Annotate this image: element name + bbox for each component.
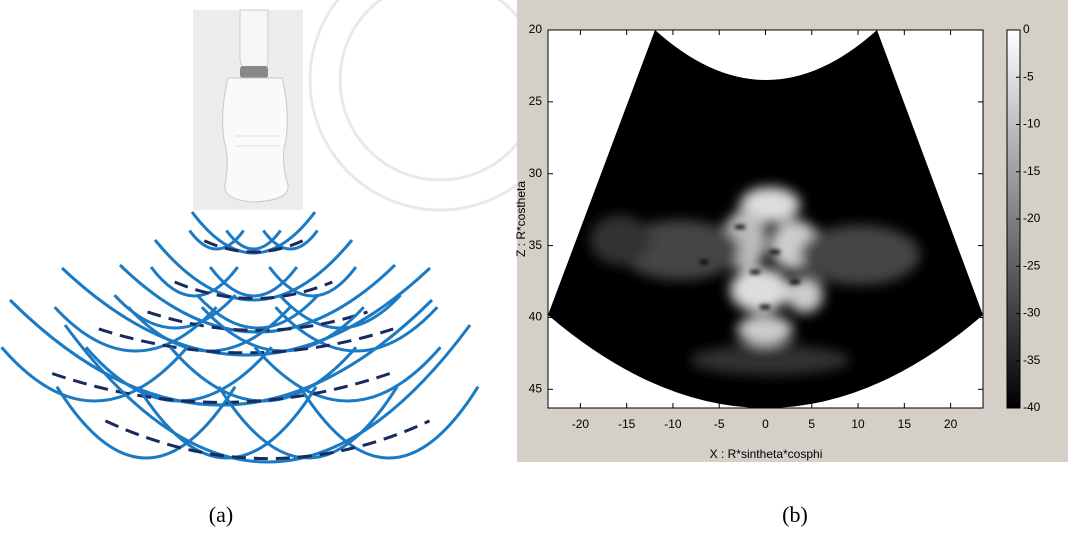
y-tick-label: 40 [529,310,543,324]
figure: X : R*sintheta*cosphi Z : R*costheta (a)… [0,0,1068,551]
wave-arc [269,267,356,296]
y-axis-label: Z : R*costheta [514,181,528,257]
wavefront-diagram [2,212,479,462]
colorbar-tick-label: -25 [1023,258,1041,272]
colorbar-tick-label: -10 [1023,117,1041,131]
colorbar-tick-label: -35 [1023,353,1041,367]
colorbar-tick-label: -15 [1023,164,1041,178]
x-tick-label: 0 [762,417,769,431]
wavefront-line [106,421,430,459]
x-tick-label: -5 [714,417,725,431]
colorbar-tick-label: -20 [1023,211,1041,225]
colorbar-tick-label: -30 [1023,306,1041,320]
y-tick-label: 35 [529,238,543,252]
y-tick-label: 45 [529,381,543,395]
x-tick-label: 10 [851,417,865,431]
caption: (a) [209,502,233,527]
x-tick-label: -15 [618,417,636,431]
x-tick-label: 20 [944,417,958,431]
x-tick-label: -10 [664,417,682,431]
x-tick-label: -20 [572,417,590,431]
x-tick-label: 15 [898,417,912,431]
y-tick-label: 30 [529,166,543,180]
y-tick-label: 20 [529,22,543,36]
x-axis-label: X : R*sintheta*cosphi [710,447,823,461]
colorbar-tick-label: -5 [1023,69,1034,83]
y-tick-label: 25 [529,94,543,108]
probe-photo [193,10,303,210]
wave-arc [280,295,401,328]
caption: (b) [782,502,808,527]
colorbar-tick-label: -40 [1023,400,1041,414]
colorbar-tick-label: 0 [1023,22,1030,36]
x-tick-label: 5 [808,417,815,431]
